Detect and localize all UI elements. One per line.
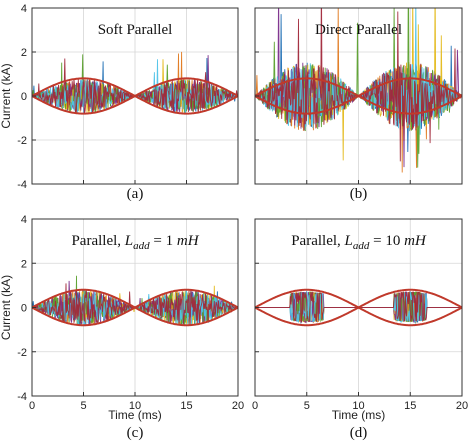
title-symbol: L <box>124 233 133 249</box>
title-rest: = 10 <box>369 233 404 249</box>
title-prefix: Parallel, <box>71 233 124 249</box>
envelope-lower <box>32 306 238 327</box>
title-rest: = 1 <box>150 233 177 249</box>
x-tick-label: 10 <box>352 400 364 412</box>
x-tick-label: 0 <box>252 400 258 412</box>
title-unit: mH <box>177 233 200 249</box>
series-group <box>32 51 238 115</box>
y-tick-label: 0 <box>21 303 27 315</box>
y-tick-label: -4 <box>17 391 27 403</box>
title-symbol: L <box>344 233 353 249</box>
envelope-lower <box>255 94 462 115</box>
envelope-lower <box>32 94 238 115</box>
y-tick-label: -2 <box>17 347 27 359</box>
y-tick-label: 2 <box>21 258 27 270</box>
title-subscript: add <box>353 240 370 252</box>
panel-4: 0 5 10 15 20 Time (ms) Parallel, Ladd = 10 mH (… <box>252 218 468 441</box>
x-tick-label: 5 <box>304 400 310 412</box>
y-axis-label: Current (kA) <box>0 275 13 340</box>
panel-caption: (d) <box>350 425 368 441</box>
x-tick-label: 15 <box>180 400 192 412</box>
x-tick-label: 20 <box>456 400 468 412</box>
series-group <box>255 288 462 327</box>
panel-title: Direct Parallel <box>315 22 402 38</box>
series-group <box>255 8 462 173</box>
y-tick-label: -4 <box>17 179 27 191</box>
x-axis-label: Time (ms) <box>108 408 162 422</box>
panel-2: Direct Parallel (b) <box>254 7 463 202</box>
panel-caption: (a) <box>127 186 144 202</box>
title-unit: mH <box>404 233 427 249</box>
title-subscript: add <box>133 240 150 252</box>
envelope-lower <box>255 306 462 327</box>
x-tick-label: 15 <box>404 400 416 412</box>
y-tick-label: 0 <box>21 91 27 103</box>
panel-title: Parallel, Ladd = 1 mH <box>71 233 199 252</box>
panel-caption: (b) <box>350 186 368 202</box>
x-axis-label: Time (ms) <box>332 408 386 422</box>
series-group <box>32 275 238 327</box>
x-tick-label: 0 <box>29 400 35 412</box>
y-tick-label: -2 <box>17 135 27 147</box>
y-tick-label: 4 <box>21 3 27 15</box>
title-prefix: Parallel, <box>291 233 344 249</box>
panel-title: Soft Parallel <box>98 22 173 38</box>
y-tick-label: 2 <box>21 47 27 59</box>
panel-1: 4 2 0 -2 -4 Current (kA) Soft Parallel (a) <box>0 3 239 202</box>
y-tick-label: 4 <box>21 214 27 226</box>
x-tick-label: 10 <box>129 400 141 412</box>
x-tick-label: 5 <box>80 400 86 412</box>
panel-title: Parallel, Ladd = 10 mH <box>291 233 427 252</box>
panel-caption: (c) <box>127 425 144 441</box>
x-tick-label: 20 <box>232 400 244 412</box>
y-axis-label: Current (kA) <box>0 63 13 128</box>
